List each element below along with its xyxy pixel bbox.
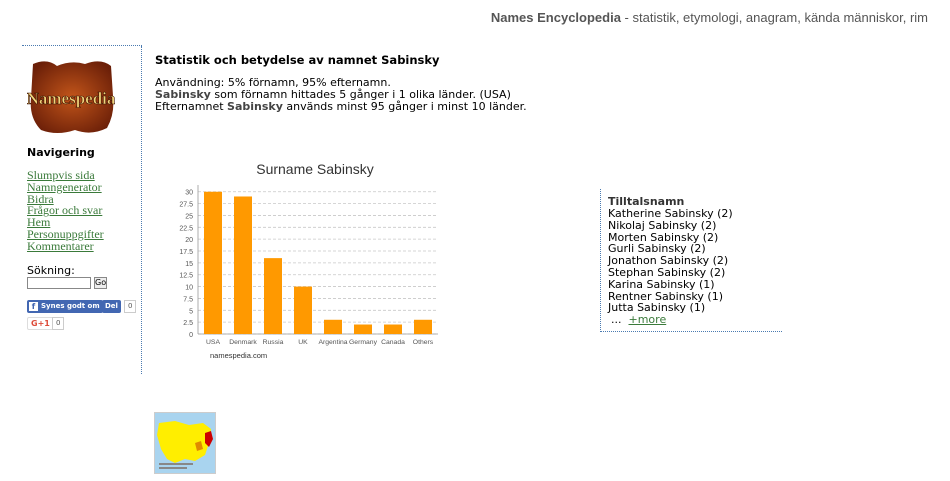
chart-y-tick-label: 20 <box>185 237 193 244</box>
chart-bar <box>234 196 252 334</box>
site-name: Names Encyclopedia <box>490 10 621 25</box>
facebook-like-button[interactable]: f Synes godt om <box>27 300 103 313</box>
site-tagline: - statistik, etymologi, anagram, kända m… <box>620 10 928 25</box>
search-input[interactable] <box>27 277 91 289</box>
chart-bar <box>294 286 312 334</box>
related-name-item: Nikolaj Sabinsky (2) <box>608 218 717 232</box>
google-plus-count: 0 <box>52 317 65 330</box>
firstname-name: Sabinsky <box>155 88 211 101</box>
facebook-icon: f <box>29 302 38 311</box>
related-name-item: Jutta Sabinsky (1) <box>608 301 706 315</box>
chart-bar <box>384 324 402 334</box>
logo-text: Namespedia <box>27 89 115 108</box>
search-go-button[interactable]: Go <box>94 277 107 289</box>
chart-y-tick-label: 22.5 <box>179 225 193 232</box>
more-ellipsis: ... <box>611 313 622 327</box>
nav-link-privacy[interactable]: Personuppgifter <box>27 226 104 241</box>
chart-x-tick-label: UK <box>298 339 308 346</box>
more-row: ... +more <box>608 314 782 326</box>
related-name-item: Karina Sabinsky (1) <box>608 277 715 291</box>
firstname-line: Sabinsky som förnamn hittades 5 gånger i… <box>155 89 585 101</box>
chart-y-tick-label: 27.5 <box>179 202 193 209</box>
chart-y-tick-label: 25 <box>185 213 193 220</box>
chart-x-tick-label: Argentina <box>318 339 347 346</box>
nav-heading: Navigering <box>27 146 95 159</box>
chart-y-tick-label: 15 <box>185 261 193 268</box>
surname-prefix: Efternamnet <box>155 100 228 113</box>
related-names-list: Katherine Sabinsky (2) Nikolaj Sabinsky … <box>608 208 782 314</box>
chart-y-tick-label: 30 <box>185 190 193 197</box>
related-name-item: Rentner Sabinsky (1) <box>608 289 723 303</box>
chart-bar <box>414 319 432 334</box>
facebook-share-button[interactable]: Del <box>102 300 121 313</box>
chart-y-tick-label: 12.5 <box>179 273 193 280</box>
nav-link-name-generator[interactable]: Namngenerator <box>27 179 102 194</box>
surname-rest: används minst 95 gånger i minst 10 lände… <box>282 100 527 113</box>
name-statistics: Användning: 5% förnamn, 95% efternamn. S… <box>155 77 585 113</box>
usage-line: Användning: 5% förnamn, 95% efternamn. <box>155 76 391 89</box>
firstname-rest: som förnamn hittades 5 gånger i 1 olika … <box>210 88 511 101</box>
surname-name: Sabinsky <box>227 100 283 113</box>
chart-y-tick-label: 5 <box>189 308 193 315</box>
chart-x-tick-label: Canada <box>381 339 405 346</box>
chart-x-tick-label: Denmark <box>229 339 257 346</box>
namespedia-logo[interactable]: Namespedia <box>26 58 116 136</box>
related-name-item: Stephan Sabinsky (2) <box>608 265 726 279</box>
main-content: Statistik och betydelse av namnet Sabins… <box>155 53 585 113</box>
surname-line: Efternamnet Sabinsky används minst 95 gå… <box>155 101 585 113</box>
nav-link-random-page[interactable]: Slumpvis sida <box>27 168 95 182</box>
page-title: Statistik och betydelse av namnet Sabins… <box>155 53 440 67</box>
related-name-item: Morten Sabinsky (2) <box>608 230 719 244</box>
related-name-item: Jonathon Sabinsky (2) <box>608 254 729 268</box>
related-names-title: Tilltalsnamn <box>608 195 685 208</box>
chart-bar <box>264 258 282 334</box>
surname-chart: Surname Sabinsky 0 2.5 5 7.5 10 12.5 15 17.5 20 22… <box>170 155 450 375</box>
chart-bar <box>354 324 372 334</box>
facebook-count: 0 <box>124 300 137 313</box>
nav-link-comments[interactable]: Kommentarer <box>27 238 94 253</box>
chart-title: Surname Sabinsky <box>256 161 374 177</box>
chart-y-tick-label: 17.5 <box>179 249 193 256</box>
related-names-panel: Tilltalsnamn Katherine Sabinsky (2) Niko… <box>600 189 782 332</box>
world-map-thumbnail[interactable] <box>154 412 216 474</box>
chart-x-tick-label: Russia <box>263 339 284 346</box>
chart-x-tick-label: USA <box>206 339 220 346</box>
nav-link-faq[interactable]: Frågor och svar <box>27 203 103 218</box>
chart-x-tick-label: Others <box>413 339 434 346</box>
more-link[interactable]: +more <box>628 313 667 327</box>
related-name-item: Katherine Sabinsky (2) <box>608 207 733 220</box>
google-plus-button[interactable]: G+1 <box>27 317 54 330</box>
related-name-item: Gurli Sabinsky (2) <box>608 242 706 256</box>
chart-source-label: namespedia.com <box>210 351 267 360</box>
facebook-like-label: Synes godt om <box>41 302 100 310</box>
sidebar: Namespedia Navigering Slumpvis sida Namn… <box>22 46 142 374</box>
site-header: Names Encyclopedia - statistik, etymolog… <box>491 10 928 25</box>
chart-y-tick-label: 2.5 <box>183 320 193 327</box>
nav-link-home[interactable]: Hem <box>27 215 51 230</box>
chart-y-tick-label: 10 <box>185 285 193 292</box>
chart-y-tick-label: 7.5 <box>183 296 193 303</box>
nav-link-contribute[interactable]: Bidra <box>27 191 54 206</box>
chart-x-tick-label: Germany <box>349 339 378 346</box>
nav-list: Slumpvis sida Namngenerator Bidra Frågor… <box>27 168 104 253</box>
chart-y-tick-label: 0 <box>189 332 193 339</box>
search-label: Sökning: <box>27 264 75 277</box>
surname-chart-svg: Surname Sabinsky 0 2.5 5 7.5 10 12.5 15 17.5 20 22… <box>179 161 438 360</box>
chart-bar <box>204 191 222 334</box>
chart-bar <box>324 319 342 334</box>
sidebar-top-divider <box>22 45 142 46</box>
